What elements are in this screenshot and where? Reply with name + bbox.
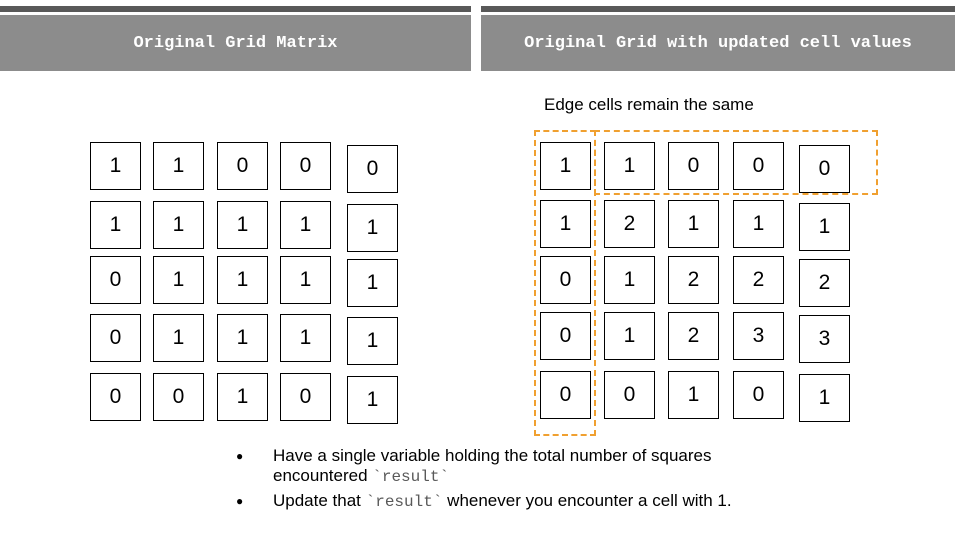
original-cell-r1-c2: 1: [153, 142, 204, 190]
updated-cell-r3-c5: 2: [799, 259, 850, 307]
updated-cell-r4-c2: 1: [604, 312, 655, 360]
updated-cell-r5-c3: 1: [668, 371, 719, 419]
updated-cell-r4-c4: 3: [733, 312, 784, 360]
updated-cell-r1-c1: 1: [540, 142, 591, 190]
original-cell-r4-c4: 1: [280, 314, 331, 362]
original-cell-r2-c5: 1: [347, 204, 398, 252]
note-item: Have a single variable holding the total…: [236, 446, 796, 487]
original-cell-r5-c5: 1: [347, 376, 398, 424]
updated-cell-r2-c3: 1: [668, 200, 719, 248]
original-cell-r3-c4: 1: [280, 256, 331, 304]
note-code: `result`: [365, 493, 443, 511]
edge-highlight-column: [534, 130, 596, 436]
notes-list: Have a single variable holding the total…: [236, 446, 796, 516]
note-item: Update that `result` whenever you encoun…: [236, 491, 796, 512]
edge-highlight-row: [594, 130, 878, 195]
original-cell-r3-c2: 1: [153, 256, 204, 304]
header-original-grid: Original Grid Matrix: [0, 15, 471, 71]
updated-cell-r3-c2: 1: [604, 256, 655, 304]
header-updated-grid: Original Grid with updated cell values: [481, 15, 955, 71]
updated-cell-r3-c1: 0: [540, 256, 591, 304]
original-cell-r2-c1: 1: [90, 201, 141, 249]
original-cell-r4-c5: 1: [347, 317, 398, 365]
original-cell-r1-c1: 1: [90, 142, 141, 190]
header-topbar-left: [0, 6, 471, 12]
updated-cell-r5-c2: 0: [604, 371, 655, 419]
updated-cell-r5-c5: 1: [799, 374, 850, 422]
original-cell-r2-c2: 1: [153, 201, 204, 249]
updated-cell-r2-c2: 2: [604, 200, 655, 248]
edge-cells-caption: Edge cells remain the same: [544, 95, 754, 114]
original-cell-r4-c3: 1: [217, 314, 268, 362]
updated-cell-r5-c1: 0: [540, 371, 591, 419]
original-cell-r1-c5: 0: [347, 145, 398, 193]
original-cell-r5-c1: 0: [90, 373, 141, 421]
updated-cell-r4-c3: 2: [668, 312, 719, 360]
updated-cell-r1-c4: 0: [733, 142, 784, 190]
original-cell-r5-c4: 0: [280, 373, 331, 421]
updated-cell-r1-c5: 0: [799, 145, 850, 193]
note-code: `result`: [372, 468, 450, 486]
original-cell-r1-c4: 0: [280, 142, 331, 190]
updated-cell-r5-c4: 0: [733, 371, 784, 419]
note-text: Update that: [273, 491, 366, 510]
updated-cell-r4-c1: 0: [540, 312, 591, 360]
updated-cell-r2-c1: 1: [540, 200, 591, 248]
updated-cell-r1-c2: 1: [604, 142, 655, 190]
original-cell-r5-c2: 0: [153, 373, 204, 421]
original-cell-r3-c3: 1: [217, 256, 268, 304]
original-cell-r3-c1: 0: [90, 256, 141, 304]
original-cell-r4-c2: 1: [153, 314, 204, 362]
note-text: Have a single variable holding the total…: [273, 446, 712, 485]
original-cell-r5-c3: 1: [217, 373, 268, 421]
header-topbar-right: [481, 6, 955, 12]
updated-cell-r2-c5: 1: [799, 203, 850, 251]
original-cell-r2-c4: 1: [280, 201, 331, 249]
original-cell-r2-c3: 1: [217, 201, 268, 249]
updated-cell-r3-c4: 2: [733, 256, 784, 304]
original-cell-r4-c1: 0: [90, 314, 141, 362]
updated-cell-r1-c3: 0: [668, 142, 719, 190]
original-cell-r1-c3: 0: [217, 142, 268, 190]
updated-cell-r4-c5: 3: [799, 315, 850, 363]
original-cell-r3-c5: 1: [347, 259, 398, 307]
note-text: whenever you encounter a cell with 1.: [442, 491, 732, 510]
updated-cell-r3-c3: 2: [668, 256, 719, 304]
updated-cell-r2-c4: 1: [733, 200, 784, 248]
